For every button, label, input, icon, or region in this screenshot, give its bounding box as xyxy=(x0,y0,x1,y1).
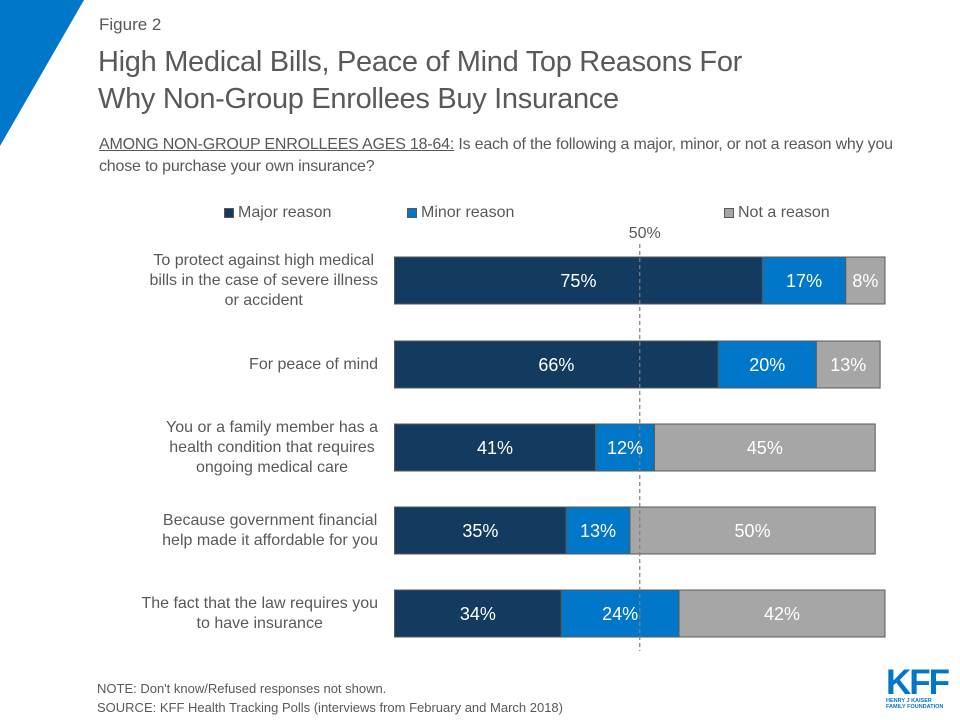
category-label-line: health condition that requires xyxy=(169,438,375,456)
bar-segment-major xyxy=(394,340,719,389)
legend-swatch-not xyxy=(724,208,734,218)
category-label-line: bills in the case of severe illness xyxy=(149,271,378,289)
bar-value-label-minor: 20% xyxy=(749,355,785,375)
footer-note: NOTE: Don't know/Refused responses not s… xyxy=(97,681,387,696)
subtitle-population: AMONG NON-GROUP ENROLLEES AGES 18-64: xyxy=(99,136,455,153)
figure-label: Figure 2 xyxy=(99,15,162,34)
bar-segment-not xyxy=(678,589,886,638)
chart-title-line-1: High Medical Bills, Peace of Mind Top Re… xyxy=(98,46,743,78)
bar-value-label-minor: 13% xyxy=(580,521,616,541)
category-label-line: The fact that the law requires you xyxy=(141,594,378,612)
bar-value-label-minor: 24% xyxy=(602,604,638,624)
bar-row: 35% 13% 50% xyxy=(394,506,876,555)
legend-item-minor: Minor reason xyxy=(407,204,514,222)
bar-segment-major xyxy=(394,589,562,638)
bar-value-label-not: 13% xyxy=(830,355,866,375)
category-label-text: For peace of mind xyxy=(249,355,378,375)
bar-segment-minor xyxy=(565,506,631,555)
category-label-line: Because government financial xyxy=(162,511,378,529)
legend-item-major: Major reason xyxy=(224,204,331,222)
legend-label-minor: Minor reason xyxy=(421,204,515,221)
category-label-line: or accident xyxy=(224,291,303,309)
category-label-line: For peace of mind xyxy=(249,355,378,373)
category-label-text: To protect against high medical bills in … xyxy=(149,251,378,311)
category-label-line: to have insurance xyxy=(196,614,323,632)
corner-accent-triangle xyxy=(0,0,84,146)
category-label: To protect against high medical bills in … xyxy=(88,251,378,311)
bar-row: 75% 17% 8% xyxy=(394,256,886,305)
bar-row: 34% 24% 42% xyxy=(394,589,886,638)
bar-segment-minor xyxy=(761,256,847,305)
bar-value-label-major: 41% xyxy=(477,438,513,458)
category-label-line: help made it affordable for you xyxy=(162,531,378,549)
bar-segment-not xyxy=(815,340,881,389)
bar-value-label-not: 45% xyxy=(747,438,783,458)
legend-swatch-major xyxy=(224,208,234,218)
kff-logo-line-1: HENRY J KAISER xyxy=(886,698,932,704)
chart-title: High Medical Bills, Peace of Mind Top Re… xyxy=(98,44,898,118)
bar-value-label-major: 35% xyxy=(462,521,498,541)
legend-label-not: Not a reason xyxy=(738,204,830,221)
chart-title-line-2: Why Non-Group Enrollees Buy Insurance xyxy=(98,83,619,115)
category-label-text: The fact that the law requires you to hav… xyxy=(141,594,378,634)
chart-subtitle: AMONG NON-GROUP ENROLLEES AGES 18-64: Is… xyxy=(99,134,899,178)
bar-row: 41% 12% 45% xyxy=(394,423,876,472)
kff-logo-line-2: FAMILY FOUNDATION xyxy=(886,704,944,710)
bar-value-label-major: 75% xyxy=(560,271,596,291)
bar-value-label-major: 66% xyxy=(538,355,574,375)
category-label: For peace of mind xyxy=(88,355,378,375)
bar-segment-minor xyxy=(595,423,655,472)
bar-value-label-minor: 17% xyxy=(786,271,822,291)
kff-logo: KFF HENRY J KAISER FAMILY FOUNDATION xyxy=(886,663,950,712)
legend-item-not: Not a reason xyxy=(724,204,830,222)
bar-value-label-major: 34% xyxy=(460,604,496,624)
category-label-line: To protect against high medical xyxy=(153,251,374,269)
reference-line-label: 50% xyxy=(629,225,661,242)
subtitle-question: Is each of the following a major, minor,… xyxy=(99,136,893,175)
category-label: You or a family member has a health condi… xyxy=(88,418,378,478)
bar-value-label-not: 50% xyxy=(735,521,771,541)
bar-segment-not xyxy=(629,506,876,555)
bar-segment-minor xyxy=(560,589,680,638)
bar-segment-not xyxy=(845,256,886,305)
legend-label-major: Major reason xyxy=(238,204,332,221)
category-label-line: You or a family member has a xyxy=(166,418,378,436)
bar-value-label-not: 8% xyxy=(852,271,878,291)
bar-segment-major xyxy=(394,506,567,555)
category-label: Because government financial help made it… xyxy=(88,511,378,551)
category-label-text: You or a family member has a health condi… xyxy=(166,418,378,478)
footer-source: SOURCE: KFF Health Tracking Polls (inter… xyxy=(97,700,563,715)
category-label: The fact that the law requires you to hav… xyxy=(88,594,378,634)
legend-swatch-minor xyxy=(407,208,417,218)
bar-row: 66% 20% 13% xyxy=(394,340,881,389)
bar-value-label-minor: 12% xyxy=(607,438,643,458)
bar-segment-not xyxy=(653,423,876,472)
category-label-line: ongoing medical care xyxy=(195,458,349,476)
category-label-text: Because government financial help made it… xyxy=(162,511,378,551)
bar-value-label-not: 42% xyxy=(764,604,800,624)
kff-logo-mark: KFF xyxy=(886,663,950,702)
